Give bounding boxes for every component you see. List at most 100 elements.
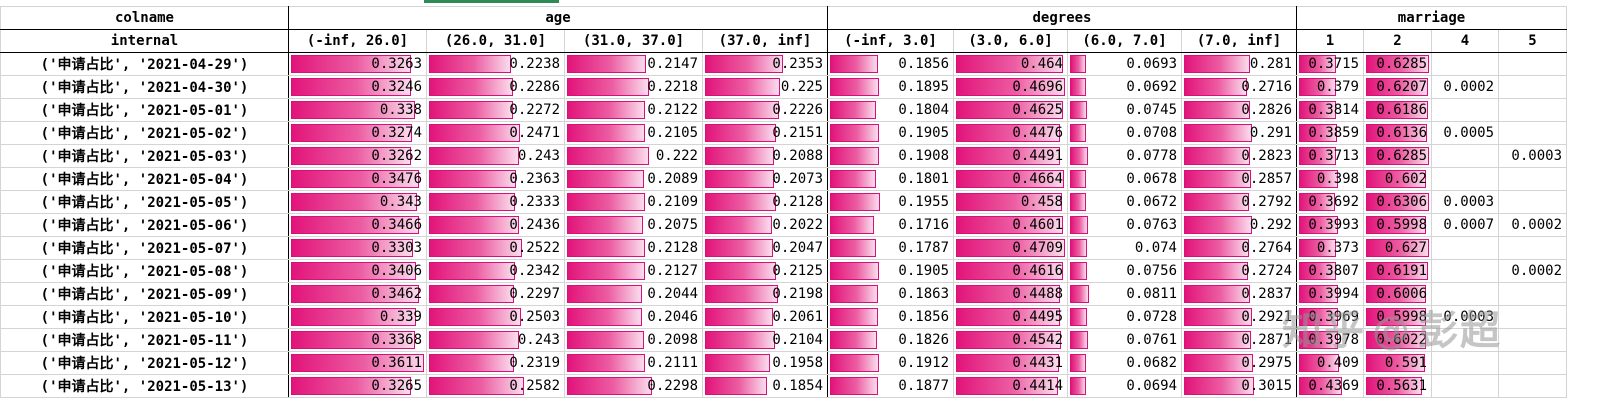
data-cell[interactable] <box>1498 52 1567 76</box>
row-label-cell[interactable]: ('申请占比', '2021-05-02') <box>0 121 289 145</box>
data-cell[interactable]: 0.458 <box>953 190 1068 214</box>
data-cell[interactable]: 0.3262 <box>288 144 427 168</box>
data-cell[interactable]: 0.2724 <box>1181 259 1297 283</box>
data-cell[interactable]: 0.0694 <box>1067 374 1182 398</box>
data-cell[interactable]: 0.1905 <box>827 259 954 283</box>
data-cell[interactable]: 0.2147 <box>564 52 703 76</box>
data-cell[interactable]: 0.4431 <box>953 351 1068 375</box>
data-cell[interactable] <box>1431 167 1499 191</box>
data-cell[interactable]: 0.3466 <box>288 213 427 237</box>
data-cell[interactable]: 0.292 <box>1181 213 1297 237</box>
data-cell[interactable]: 0.2764 <box>1181 236 1297 260</box>
data-cell[interactable]: 0.1955 <box>827 190 954 214</box>
bin-header[interactable]: (6.0, 7.0] <box>1067 29 1182 53</box>
data-cell[interactable]: 0.343 <box>288 190 427 214</box>
data-cell[interactable]: 0.339 <box>288 305 427 329</box>
data-cell[interactable] <box>1431 144 1499 168</box>
bin-header[interactable]: (31.0, 37.0] <box>564 29 703 53</box>
data-cell[interactable]: 0.4476 <box>953 121 1068 145</box>
internal-header[interactable]: internal <box>0 29 289 53</box>
data-cell[interactable]: 0.1908 <box>827 144 954 168</box>
data-cell[interactable]: 0.0002 <box>1498 213 1567 237</box>
data-cell[interactable]: 0.2061 <box>702 305 828 329</box>
data-cell[interactable]: 0.225 <box>702 75 828 99</box>
data-cell[interactable]: 0.398 <box>1296 167 1364 191</box>
row-label-cell[interactable]: ('申请占比', '2021-05-04') <box>0 167 289 191</box>
data-cell[interactable]: 0.0708 <box>1067 121 1182 145</box>
data-cell[interactable]: 0.0745 <box>1067 98 1182 122</box>
data-cell[interactable]: 0.6207 <box>1363 75 1432 99</box>
data-cell[interactable]: 0.2098 <box>564 328 703 352</box>
data-cell[interactable]: 0.2046 <box>564 305 703 329</box>
bin-header[interactable]: (26.0, 31.0] <box>426 29 565 53</box>
data-cell[interactable]: 0.2871 <box>1181 328 1297 352</box>
data-cell[interactable]: 0.2127 <box>564 259 703 283</box>
data-cell[interactable]: 0.291 <box>1181 121 1297 145</box>
data-cell[interactable]: 0.2198 <box>702 282 828 306</box>
bin-header[interactable]: (-inf, 26.0] <box>288 29 427 53</box>
data-cell[interactable]: 0.409 <box>1296 351 1364 375</box>
data-cell[interactable] <box>1498 167 1567 191</box>
data-cell[interactable]: 0.6022 <box>1363 328 1432 352</box>
data-cell[interactable]: 0.2088 <box>702 144 828 168</box>
data-cell[interactable]: 0.0756 <box>1067 259 1182 283</box>
row-label-cell[interactable]: ('申请占比', '2021-05-07') <box>0 236 289 260</box>
data-cell[interactable]: 0.1912 <box>827 351 954 375</box>
bin-header[interactable]: 5 <box>1498 29 1567 53</box>
data-cell[interactable]: 0.0692 <box>1067 75 1182 99</box>
data-cell[interactable]: 0.3263 <box>288 52 427 76</box>
colname-header[interactable]: colname <box>0 6 289 30</box>
data-cell[interactable]: 0.3713 <box>1296 144 1364 168</box>
data-cell[interactable]: 0.2792 <box>1181 190 1297 214</box>
bin-header[interactable]: 4 <box>1431 29 1499 53</box>
data-cell[interactable]: 0.379 <box>1296 75 1364 99</box>
data-cell[interactable]: 0.2022 <box>702 213 828 237</box>
data-cell[interactable]: 0.1716 <box>827 213 954 237</box>
data-cell[interactable]: 0.2582 <box>426 374 565 398</box>
data-cell[interactable]: 0.1895 <box>827 75 954 99</box>
data-cell[interactable]: 0.2363 <box>426 167 565 191</box>
data-cell[interactable]: 0.3715 <box>1296 52 1364 76</box>
data-cell[interactable]: 0.3246 <box>288 75 427 99</box>
row-label-cell[interactable]: ('申请占比', '2021-05-09') <box>0 282 289 306</box>
data-cell[interactable]: 0.1854 <box>702 374 828 398</box>
row-label-cell[interactable]: ('申请占比', '2021-05-13') <box>0 374 289 398</box>
data-cell[interactable]: 0.3859 <box>1296 121 1364 145</box>
data-cell[interactable]: 0.0678 <box>1067 167 1182 191</box>
data-cell[interactable]: 0.2128 <box>564 236 703 260</box>
data-cell[interactable]: 0.0002 <box>1431 75 1499 99</box>
bin-header[interactable]: (-inf, 3.0] <box>827 29 954 53</box>
group-header-marriage[interactable]: marriage <box>1296 6 1567 30</box>
data-cell[interactable]: 0.4616 <box>953 259 1068 283</box>
data-cell[interactable]: 0.2503 <box>426 305 565 329</box>
data-cell[interactable]: 0.2826 <box>1181 98 1297 122</box>
data-cell[interactable]: 0.4491 <box>953 144 1068 168</box>
data-cell[interactable]: 0.627 <box>1363 236 1432 260</box>
data-cell[interactable]: 0.3368 <box>288 328 427 352</box>
data-cell[interactable]: 0.3015 <box>1181 374 1297 398</box>
data-cell[interactable]: 0.3265 <box>288 374 427 398</box>
data-cell[interactable]: 0.2111 <box>564 351 703 375</box>
data-cell[interactable]: 0.2333 <box>426 190 565 214</box>
data-cell[interactable]: 0.373 <box>1296 236 1364 260</box>
data-cell[interactable]: 0.4625 <box>953 98 1068 122</box>
data-cell[interactable]: 0.4369 <box>1296 374 1364 398</box>
data-cell[interactable]: 0.5631 <box>1363 374 1432 398</box>
row-label-cell[interactable]: ('申请占比', '2021-05-06') <box>0 213 289 237</box>
data-cell[interactable]: 0.2837 <box>1181 282 1297 306</box>
data-cell[interactable]: 0.5998 <box>1363 213 1432 237</box>
data-cell[interactable]: 0.3692 <box>1296 190 1364 214</box>
data-cell[interactable]: 0.4664 <box>953 167 1068 191</box>
data-cell[interactable]: 0.2823 <box>1181 144 1297 168</box>
data-cell[interactable] <box>1498 98 1567 122</box>
data-cell[interactable]: 0.0007 <box>1431 213 1499 237</box>
data-cell[interactable] <box>1498 190 1567 214</box>
data-cell[interactable] <box>1498 282 1567 306</box>
data-cell[interactable]: 0.0003 <box>1431 190 1499 214</box>
data-cell[interactable]: 0.2857 <box>1181 167 1297 191</box>
data-cell[interactable] <box>1431 52 1499 76</box>
data-cell[interactable] <box>1431 98 1499 122</box>
row-label-cell[interactable]: ('申请占比', '2021-04-30') <box>0 75 289 99</box>
row-label-cell[interactable]: ('申请占比', '2021-05-10') <box>0 305 289 329</box>
row-label-cell[interactable]: ('申请占比', '2021-05-12') <box>0 351 289 375</box>
